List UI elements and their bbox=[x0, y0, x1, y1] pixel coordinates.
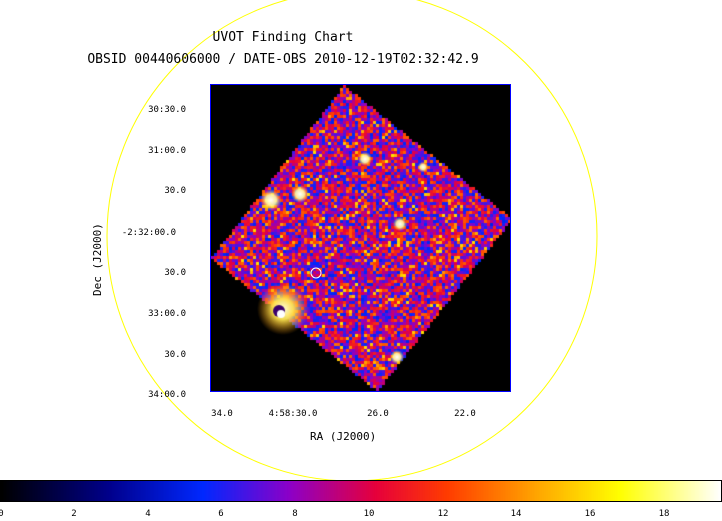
sky-image bbox=[211, 85, 510, 391]
colorbar-tick-label: 2 bbox=[71, 509, 77, 519]
colorbar-tick-label: 6 bbox=[218, 509, 224, 519]
x-tick-label: 34.0 bbox=[211, 409, 233, 419]
colorbar-tick-label: 16 bbox=[584, 509, 596, 519]
y-tick-label: 30:30.0 bbox=[148, 105, 186, 115]
colorbar-tick-label: 4 bbox=[145, 509, 151, 519]
y-tick-label: 34:00.0 bbox=[148, 390, 186, 400]
chart-subtitle: OBSID 00440606000 / DATE-OBS 2010-12-19T… bbox=[87, 52, 479, 67]
y-tick-label: -2:32:00.0 bbox=[121, 228, 176, 238]
colorbar-tick-label: 10 bbox=[363, 509, 375, 519]
image-frame bbox=[210, 84, 511, 392]
x-tick-label: 22.0 bbox=[454, 409, 476, 419]
y-tick-label: 30.0 bbox=[164, 350, 186, 360]
x-tick-label: 26.0 bbox=[367, 409, 389, 419]
y-tick-label: 33:00.0 bbox=[148, 309, 186, 319]
y-tick-label: 30.0 bbox=[164, 268, 186, 278]
x-axis-label: RA (J2000) bbox=[310, 430, 377, 443]
y-axis-label: Dec (J2000) bbox=[91, 223, 104, 296]
colorbar-tick-label: 18 bbox=[658, 509, 670, 519]
colorbar-tick-label: 8 bbox=[292, 509, 298, 519]
y-tick-label: 30.0 bbox=[164, 186, 186, 196]
colorbar-tick-label: 0 bbox=[0, 509, 4, 519]
chart-title: UVOT Finding Chart bbox=[212, 30, 354, 45]
colorbar bbox=[0, 480, 722, 502]
x-tick-label: 4:58:30.0 bbox=[268, 409, 318, 419]
y-tick-label: 31:00.0 bbox=[148, 146, 186, 156]
colorbar-tick-label: 12 bbox=[437, 509, 449, 519]
colorbar-tick-label: 14 bbox=[510, 509, 522, 519]
